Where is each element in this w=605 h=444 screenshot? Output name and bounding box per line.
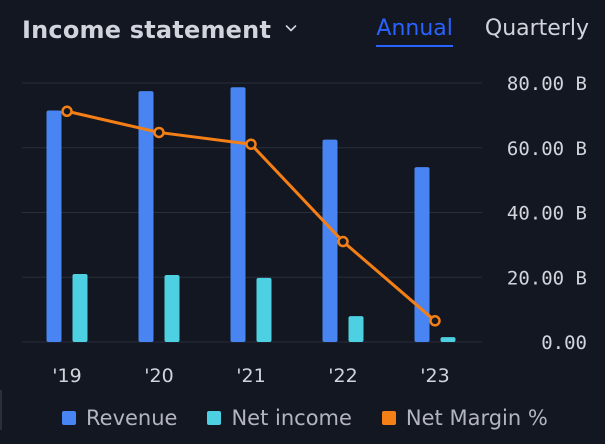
- point-net-margin: [153, 126, 165, 139]
- legend-swatch-revenue: [62, 411, 76, 425]
- legend-swatch-net-income: [207, 411, 222, 425]
- y-tick-label: 20.00 B: [507, 267, 587, 289]
- point-net-margin: [61, 105, 73, 118]
- legend-swatch-net-margin: [381, 411, 396, 425]
- legend-item-net-income[interactable]: Net income: [207, 406, 352, 430]
- legend-item-revenue[interactable]: Revenue: [62, 406, 177, 430]
- legend-item-net-margin[interactable]: Net Margin %: [381, 406, 548, 430]
- legend-label-net-income: Net income: [231, 406, 352, 430]
- y-tick-label: 0.00: [541, 332, 587, 354]
- y-tick-label: 60.00 B: [507, 138, 587, 160]
- bar-net-income: [348, 316, 364, 342]
- point-net-margin: [337, 235, 349, 248]
- y-tick-label: 80.00 B: [507, 73, 587, 95]
- bar-net-income: [440, 337, 456, 342]
- widget-header: Income statement: [22, 12, 297, 48]
- bar-net-income: [72, 274, 88, 342]
- point-net-margin: [245, 138, 257, 150]
- bar-revenue: [230, 87, 246, 343]
- income-chart: 80.00 B 60.00 B 40.00 B 20.00 B 0.00 '19 '20 '2…: [22, 73, 587, 387]
- chart-legend: Revenue Net income Net Margin %: [62, 406, 548, 430]
- legend-label-revenue: Revenue: [86, 406, 178, 430]
- bar-revenue: [46, 110, 62, 342]
- bar-net-income: [164, 274, 180, 342]
- x-tick-label: '20: [144, 365, 173, 387]
- bar-revenue: [414, 167, 430, 342]
- chevron-down-icon[interactable]: [285, 22, 297, 34]
- x-tick-label: '23: [420, 365, 449, 387]
- y-tick-label: 40.00 B: [507, 203, 587, 225]
- scroll-edge: [0, 390, 2, 430]
- widget-title: Income statement: [22, 16, 272, 44]
- legend-label-net-margin: Net Margin %: [405, 406, 548, 430]
- bar-net-income: [256, 277, 272, 342]
- x-tick-label: '21: [236, 365, 265, 387]
- period-tabs: Annual Quarterly: [376, 16, 589, 47]
- point-net-margin: [429, 315, 441, 327]
- x-tick-label: '22: [328, 365, 357, 387]
- tab-annual[interactable]: Annual: [376, 16, 453, 47]
- tab-quarterly[interactable]: Quarterly: [484, 16, 589, 41]
- bar-revenue: [138, 91, 154, 342]
- x-tick-label: '19: [52, 365, 81, 387]
- bar-revenue: [322, 139, 338, 342]
